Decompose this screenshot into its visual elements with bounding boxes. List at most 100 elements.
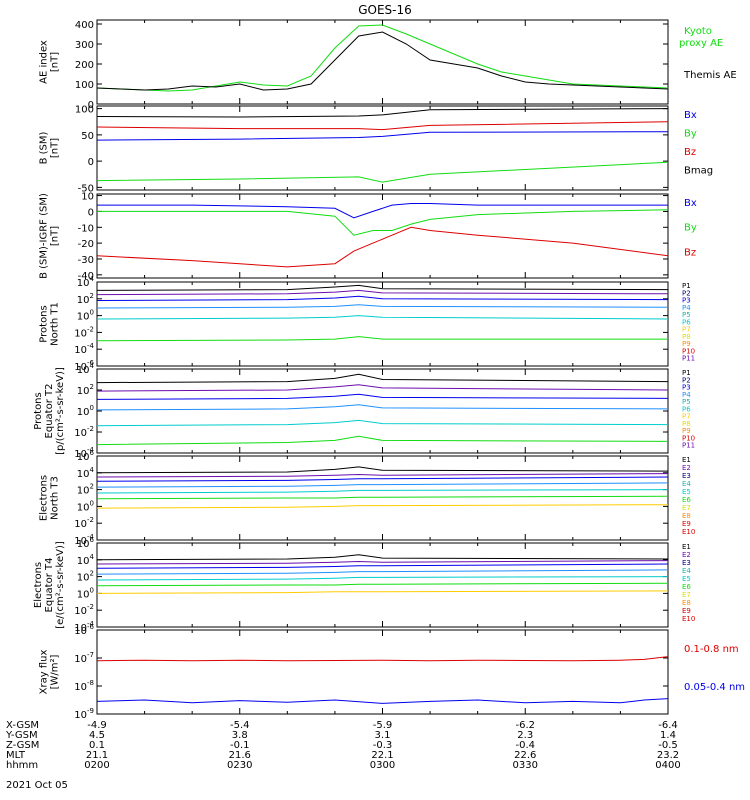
ytick-label-pet2-base: 10 bbox=[77, 365, 90, 376]
ytick-label-ent3: 106 bbox=[77, 449, 95, 463]
ytick-label-ent3-exp: 2 bbox=[90, 483, 94, 491]
ytick-label-bsm: -50 bbox=[78, 183, 94, 194]
series-line-xray-0-1-0-8-nm bbox=[96, 656, 669, 662]
footer-value-y-gsm: 1.4 bbox=[660, 730, 676, 741]
legend-xray-0: 0.1-0.8 nm bbox=[684, 644, 739, 655]
ylabel-line-pnt1: North T1 bbox=[50, 302, 61, 346]
panel-bsm: 100 50 0 -50 B (SM)[nT] Bx By Bz Bmag bbox=[39, 105, 714, 195]
legend-ae-1: Themis AE bbox=[683, 70, 737, 81]
ylabel-line-pet2: Protons bbox=[33, 392, 44, 429]
ytick-label-pnt1: 10-6 bbox=[74, 359, 94, 373]
legend-eet4-e9: E9 bbox=[682, 607, 691, 615]
ytick-label-pnt1-base: 10 bbox=[77, 295, 90, 306]
ylabel-line-eet4: Equator T4 bbox=[44, 558, 55, 613]
ytick-label-xray-base: 10 bbox=[74, 710, 87, 721]
legend-bsm-0: Bx bbox=[684, 110, 697, 121]
ytick-label-pet2-exp: 4 bbox=[90, 362, 95, 370]
ytick-label-bsm: 50 bbox=[81, 131, 94, 142]
ytick-label-xray: 10-7 bbox=[74, 651, 94, 665]
ytick-label-eet4: 106 bbox=[77, 536, 95, 550]
ylabel-line-pet2: [p/(cm²-s-sr-keV)] bbox=[55, 367, 66, 455]
ytick-label-pet2-exp: -2 bbox=[87, 425, 94, 433]
ytick-label-pnt1-exp: -6 bbox=[87, 359, 95, 367]
ytick-label-pnt1: 10-2 bbox=[74, 325, 94, 339]
ytick-label-ent3-base: 10 bbox=[77, 452, 90, 463]
ytick-label-pet2-base: 10 bbox=[74, 449, 87, 460]
ytick-label-pet2-exp: 0 bbox=[90, 404, 94, 412]
chart-title: GOES-16 bbox=[358, 3, 412, 17]
ytick-label-pnt1-exp: -4 bbox=[87, 342, 95, 350]
footer-value-z-gsm: -0.4 bbox=[515, 740, 535, 751]
series-line-eet4-e2 bbox=[96, 560, 669, 565]
series-line-pnt1-p6 bbox=[96, 336, 668, 342]
series-line-eet4-e7 bbox=[96, 590, 669, 594]
legend-pnt1-p10: P10 bbox=[682, 347, 695, 355]
legend-eet4-e3: E3 bbox=[682, 559, 691, 567]
footer-value-hhmm: 0300 bbox=[370, 760, 395, 771]
series-line-pnt1-p3 bbox=[96, 295, 669, 301]
footer-label-mlt: MLT bbox=[6, 750, 26, 761]
legend-pet2-p5: P5 bbox=[682, 398, 691, 406]
ytick-label-eet4-base: 10 bbox=[77, 539, 90, 550]
ylabel-ent3: ElectronsNorth T3 bbox=[39, 475, 61, 521]
footer-value-mlt: 21.6 bbox=[229, 750, 251, 761]
ytick-label-eet4-exp: 0 bbox=[90, 586, 94, 594]
series-line-eet4-e6 bbox=[96, 582, 669, 587]
legend-pet2-p11: P11 bbox=[682, 442, 695, 450]
legend-pnt1-p3: P3 bbox=[682, 297, 691, 305]
series-line-pet2-p5 bbox=[96, 419, 669, 427]
legend-ent3-e7: E7 bbox=[682, 504, 691, 512]
ytick-label-bigrf: 0 bbox=[88, 207, 94, 218]
ytick-label-pet2: 100 bbox=[77, 404, 94, 418]
ylabel-line-ent3: North T3 bbox=[50, 476, 61, 520]
footer-ephemeris: X-GSM -4.9 -5.4 -5.9 -6.2 -6.4 Y-GSM 4.5 3.8 3.1 2… bbox=[5, 720, 681, 791]
footer-value-z-gsm: -0.1 bbox=[230, 740, 250, 751]
series-line-ent3-e2 bbox=[96, 473, 669, 478]
ylabel-line-eet4: [e/(cm²-s-sr-keV)] bbox=[55, 541, 66, 629]
footer-label-z-gsm: Z-GSM bbox=[6, 740, 39, 751]
footer-value-mlt: 21.1 bbox=[86, 750, 108, 761]
series-line-pnt1-p4 bbox=[96, 304, 669, 309]
ylabel-line-bigrf: [nT] bbox=[50, 226, 61, 246]
ytick-label-ent3-base: 10 bbox=[74, 536, 87, 547]
ylabel-line-pnt1: Protons bbox=[39, 305, 50, 342]
ylabel-xray: Xray flux[W/m²] bbox=[39, 650, 61, 695]
ytick-label-eet4: 10-4 bbox=[74, 620, 94, 634]
legend-ent3-e10: E10 bbox=[682, 528, 695, 536]
ytick-label-eet4: 102 bbox=[77, 570, 94, 584]
series-line-eet4-e1 bbox=[96, 554, 669, 561]
ytick-label-xray-exp: -6 bbox=[87, 623, 95, 631]
ytick-label-xray-base: 10 bbox=[74, 682, 87, 693]
legend-pnt1-p8: P8 bbox=[682, 333, 691, 341]
ytick-label-eet4-exp: -2 bbox=[87, 603, 94, 611]
footer-value-x-gsm: -5.4 bbox=[230, 720, 250, 731]
legend-pnt1-p11: P11 bbox=[682, 355, 695, 363]
ytick-label-bigrf: 10 bbox=[81, 192, 94, 203]
footer-value-y-gsm: 3.8 bbox=[232, 730, 248, 741]
series-line-ae-kyoto-proxy-ae bbox=[96, 24, 669, 92]
ytick-label-bigrf: -30 bbox=[78, 255, 94, 266]
ytick-label-xray-base: 10 bbox=[74, 654, 87, 665]
ytick-label-bigrf: -20 bbox=[78, 239, 94, 250]
ytick-label-pnt1-exp: 2 bbox=[90, 292, 94, 300]
legend-pnt1-p1: P1 bbox=[682, 282, 691, 290]
legend-ent3-e9: E9 bbox=[682, 520, 691, 528]
ytick-label-pet2-base: 10 bbox=[77, 386, 90, 397]
ylabel-line-bsm: B (SM) bbox=[39, 131, 50, 164]
ytick-label-eet4-base: 10 bbox=[74, 606, 87, 617]
series-line-bigrf-bx bbox=[97, 203, 668, 219]
legend-bsm-3: Bmag bbox=[684, 166, 713, 177]
legend-pet2-p8: P8 bbox=[682, 420, 691, 428]
ytick-label-bsm: 100 bbox=[75, 105, 94, 116]
footer-value-hhmm: 0200 bbox=[84, 760, 109, 771]
panel-bigrf: 10 0 -10 -20 -30 -40 B (SM)-IGRF (SM)[nT] Bx By B… bbox=[39, 192, 697, 282]
ytick-label-eet4-exp: 4 bbox=[90, 553, 95, 561]
legend-eet4-e1: E1 bbox=[682, 543, 691, 551]
footer-value-y-gsm: 2.3 bbox=[517, 730, 533, 741]
footer-value-y-gsm: 3.1 bbox=[375, 730, 391, 741]
ytick-label-eet4: 10-2 bbox=[74, 603, 94, 617]
ylabel-eet4: ElectronsEquator T4[e/(cm²-s-sr-keV)] bbox=[33, 541, 66, 629]
